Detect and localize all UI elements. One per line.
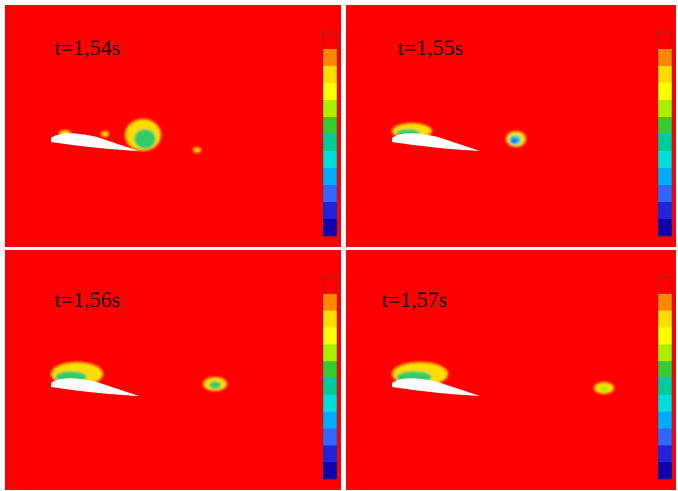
- colorbar-band: [323, 168, 337, 186]
- colorbar-band: [323, 445, 337, 463]
- panel-background: [346, 5, 676, 247]
- colorbar-band: [658, 327, 672, 345]
- vorticity-blob: [193, 147, 201, 153]
- colorbar-band: [658, 462, 672, 480]
- colorbar-band: [658, 411, 672, 429]
- colorbar-frame: [322, 31, 338, 237]
- time-label: t=1,56s: [55, 287, 121, 312]
- airfoil: [392, 133, 480, 151]
- colorbar-band: [323, 378, 337, 396]
- colorbar-frame: [322, 276, 338, 480]
- colorbar-band: [658, 394, 672, 413]
- colorbar-frame: [657, 276, 673, 480]
- colorbar-band: [323, 66, 337, 84]
- colorbar-band: [658, 293, 672, 312]
- colorbar-band: [323, 310, 337, 328]
- colorbar-band: [658, 49, 672, 67]
- colorbar-band: [323, 344, 337, 362]
- colorbar-band: [658, 277, 672, 295]
- contour-panel: t=1,55s: [346, 5, 676, 247]
- colorbar-band: [658, 83, 672, 101]
- vorticity-blob: [209, 381, 221, 389]
- colorbar: [322, 31, 338, 237]
- colorbar-band: [323, 117, 337, 135]
- colorbar-band: [658, 361, 672, 379]
- colorbar-band: [323, 185, 337, 203]
- colorbar-band: [323, 411, 337, 429]
- colorbar-band: [323, 134, 337, 152]
- colorbar-band: [323, 100, 337, 118]
- colorbar: [322, 276, 338, 480]
- colorbar-band: [658, 378, 672, 396]
- colorbar-band: [323, 327, 337, 345]
- panel-background: [5, 5, 341, 247]
- colorbar-band: [323, 277, 337, 295]
- colorbar-band: [658, 151, 672, 169]
- colorbar-band: [658, 66, 672, 84]
- colorbar-band: [323, 394, 337, 413]
- airfoil: [392, 378, 480, 396]
- vorticity-blob: [511, 139, 517, 143]
- colorbar-band: [323, 32, 337, 50]
- time-label: t=1,55s: [398, 35, 464, 60]
- vorticity-blob: [134, 129, 156, 149]
- contour-panel: t=1,57s: [346, 250, 676, 490]
- colorbar-band: [323, 151, 337, 169]
- colorbar-band: [323, 219, 337, 237]
- airfoil: [51, 378, 139, 396]
- colorbar-band: [323, 293, 337, 312]
- colorbar-band: [658, 219, 672, 237]
- colorbar-band: [658, 100, 672, 118]
- colorbar-frame: [657, 31, 673, 237]
- colorbar: [657, 276, 673, 480]
- vorticity-blob: [101, 131, 109, 137]
- colorbar-band: [323, 83, 337, 101]
- wake-contours: [59, 119, 201, 153]
- colorbar-band: [658, 445, 672, 463]
- colorbar-band: [323, 49, 337, 67]
- colorbar-band: [658, 310, 672, 328]
- colorbar-band: [658, 168, 672, 186]
- colorbar-band: [323, 462, 337, 480]
- time-label: t=1,57s: [382, 287, 448, 312]
- colorbar-band: [658, 202, 672, 220]
- colorbar-band: [323, 202, 337, 220]
- colorbar-band: [658, 185, 672, 203]
- airfoil: [51, 133, 139, 151]
- colorbar: [657, 31, 673, 237]
- contour-panel: t=1,54s: [5, 5, 341, 247]
- colorbar-band: [323, 428, 337, 446]
- colorbar-band: [658, 134, 672, 152]
- time-label: t=1,54s: [55, 35, 121, 60]
- colorbar-band: [658, 117, 672, 135]
- colorbar-band: [658, 344, 672, 362]
- colorbar-band: [658, 32, 672, 50]
- contour-panel: t=1,56s: [5, 250, 341, 490]
- colorbar-band: [323, 361, 337, 379]
- colorbar-band: [658, 428, 672, 446]
- vorticity-blob: [599, 386, 609, 392]
